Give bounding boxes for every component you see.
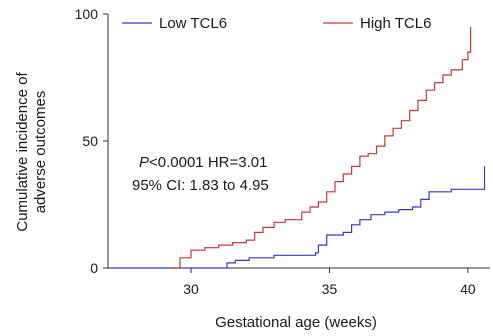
- y-tick-label: 0: [90, 260, 98, 276]
- x-tick-label: 35: [322, 281, 338, 297]
- y-axis-title-line-1: Cumulative incidence of: [14, 72, 31, 232]
- series-line-low-tcl6: [108, 166, 486, 269]
- y-axis-title: Cumulative incidence of adverse outcomes: [14, 72, 49, 232]
- y-axis-title-line-2: adverse outcomes: [32, 91, 49, 214]
- y-tick-label: 100: [75, 6, 99, 22]
- legend: Low TCL6 High TCL6: [122, 15, 431, 32]
- x-tick-label: 30: [183, 281, 199, 297]
- x-axis-title: Gestational age (weeks): [215, 314, 377, 331]
- annotation-p-symbol: P: [139, 154, 149, 171]
- annotation-p-value: <0.0001 HR=3.01: [149, 154, 267, 171]
- legend-label-high-tcl6: High TCL6: [360, 15, 431, 32]
- legend-label-low-tcl6: Low TCL6: [159, 15, 227, 32]
- y-tick-label: 50: [82, 133, 98, 149]
- series-line-high-tcl6: [174, 26, 472, 269]
- x-tick-label: 40: [460, 281, 476, 297]
- annotation-line-2: 95% CI: 1.83 to 4.95: [132, 177, 269, 194]
- annotation-line-1: P<0.0001 HR=3.01: [139, 154, 267, 171]
